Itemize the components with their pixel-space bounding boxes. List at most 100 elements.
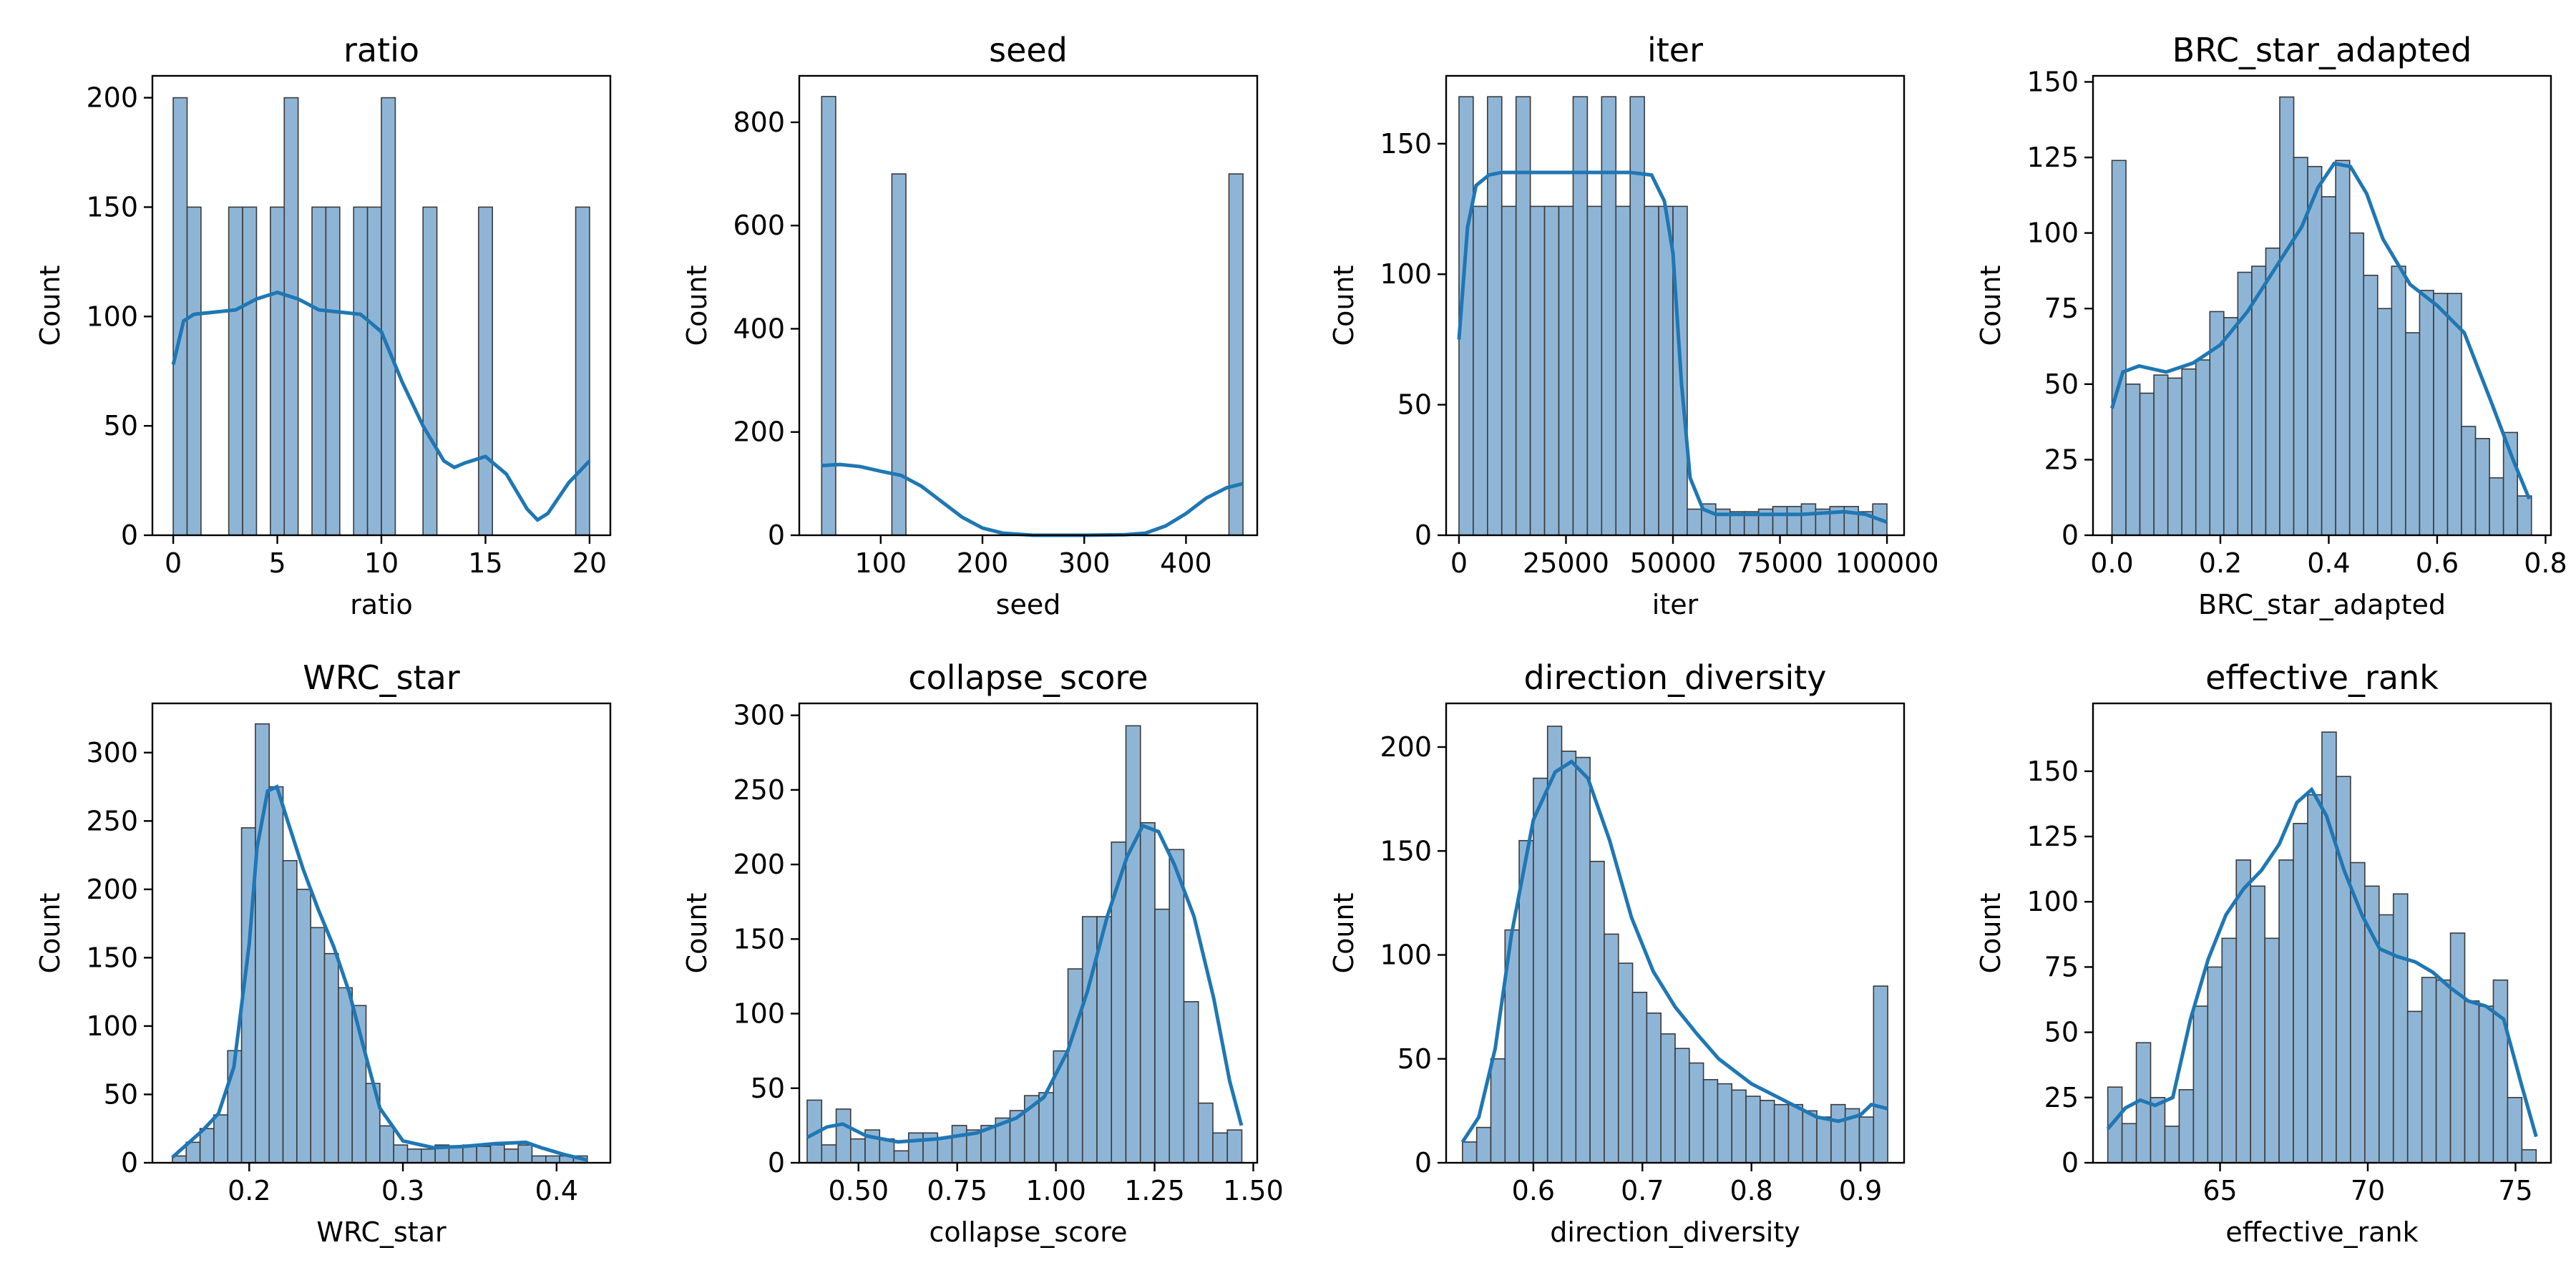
histogram-bar	[323, 952, 339, 1163]
histogram-bar	[2321, 731, 2337, 1163]
histogram-bar	[821, 1144, 837, 1163]
histogram-bar	[849, 1138, 866, 1163]
histogram-bar	[2235, 859, 2252, 1163]
histogram-bar	[2376, 308, 2393, 536]
y-tick-label: 100	[2026, 218, 2079, 249]
x-tick-label: 0.3	[381, 1175, 424, 1206]
x-tick-label: 0.0	[2090, 547, 2133, 579]
histogram-bar	[2307, 165, 2323, 536]
y-tick-label: 75	[2044, 293, 2079, 324]
histogram-bar	[1858, 1116, 1875, 1163]
subplot-title: iter	[1647, 31, 1703, 69]
histogram-bar	[545, 1155, 560, 1163]
y-tick-label: 100	[2026, 886, 2079, 917]
y-tick-label: 100	[1380, 258, 1432, 290]
histogram-bar	[1169, 849, 1185, 1163]
plot-frame	[798, 74, 1259, 537]
y-tick-label: 300	[733, 700, 785, 731]
subplot-effective_rank: 65 70 750255075100125150effective_rankeffe…	[1975, 658, 2552, 1248]
histogram-bar	[1617, 962, 1634, 1163]
y-tick-label: 0	[121, 519, 138, 551]
histogram-bar	[311, 206, 327, 536]
x-tick-label: 25000	[1523, 547, 1609, 579]
histogram-bar	[1604, 933, 1619, 1163]
histogram-bar	[476, 1146, 492, 1163]
histogram-bar	[268, 786, 284, 1163]
plot-frame	[2092, 74, 2552, 537]
y-tick-label: 200	[86, 82, 138, 114]
subplot-title: effective_rank	[2205, 658, 2439, 697]
y-tick-label: 300	[86, 737, 138, 769]
y-tick-label: 400	[733, 313, 785, 344]
x-axis-label: effective_rank	[2225, 1216, 2418, 1248]
plot-frame	[151, 702, 612, 1164]
histogram-bar	[325, 206, 341, 536]
histogram-bar	[1558, 205, 1574, 536]
subplot-iter: 0 25000 50000 75000 100000 0 50 100 150 iter iter C…	[1328, 31, 1939, 620]
histogram-bar	[2192, 1005, 2209, 1163]
x-axis-label: ratio	[350, 589, 413, 620]
histogram-bar	[835, 1108, 852, 1163]
x-tick-label: 400	[1160, 547, 1212, 579]
histogram-bar	[937, 1136, 953, 1163]
histogram-bar	[2348, 232, 2365, 536]
histogram-bar	[2435, 979, 2451, 1163]
histogram-bar	[2178, 1089, 2195, 1163]
y-tick-label: 150	[86, 942, 138, 973]
x-tick-label: 0.2	[2199, 547, 2242, 579]
histogram-bar	[2223, 317, 2239, 536]
histogram-bar	[1644, 205, 1659, 536]
y-tick-label: 0	[1415, 519, 1432, 551]
x-axis-label: WRC_star	[316, 1216, 447, 1248]
histogram-bar	[283, 97, 299, 536]
histogram-bar	[1490, 1058, 1506, 1163]
kde-line	[806, 823, 1244, 1144]
histogram-bar	[2250, 885, 2265, 1163]
histogram-bar	[1660, 1033, 1676, 1163]
y-tick-label: 0	[768, 1147, 785, 1179]
plot-frame	[2092, 702, 2552, 1164]
histogram-bar	[1689, 1062, 1704, 1163]
histogram-bar	[1228, 173, 1244, 536]
y-axis-label: Count	[34, 265, 66, 346]
histogram-bar	[1139, 821, 1156, 1163]
x-tick-label: 75	[2498, 1175, 2532, 1206]
kde-line	[2106, 786, 2538, 1138]
histogram-bar	[517, 1144, 533, 1163]
kde-line	[171, 291, 591, 522]
y-tick-label: 125	[2026, 821, 2079, 852]
y-tick-label: 0	[2062, 519, 2079, 551]
histogram-bar	[2406, 1010, 2423, 1163]
histogram-bar	[1873, 985, 1888, 1163]
y-tick-label: 150	[86, 191, 138, 223]
subplot-title: BRC_star_adapted	[2172, 31, 2472, 69]
histogram-bar	[1717, 1083, 1733, 1163]
histogram-bar	[1501, 205, 1517, 536]
histogram-bar	[228, 206, 243, 536]
histogram-bar	[1572, 96, 1589, 536]
histogram-bar	[2125, 384, 2141, 536]
x-axis-label: direction_diversity	[1550, 1216, 1800, 1248]
histogram-bar	[2321, 196, 2336, 536]
y-tick-label: 150	[1380, 128, 1432, 160]
y-axis-label: Count	[681, 893, 713, 974]
histogram-bar	[2164, 1126, 2180, 1163]
histogram-bar	[2405, 332, 2421, 536]
y-tick-label: 50	[2044, 369, 2079, 400]
histogram-bar	[199, 1128, 215, 1163]
x-tick-label: 5	[268, 547, 286, 579]
histogram-bar	[1561, 751, 1577, 1163]
histogram-bar	[1487, 96, 1503, 536]
histogram-bar	[1475, 1126, 1492, 1163]
histogram-bar	[1154, 908, 1171, 1163]
histogram-bar	[393, 1144, 409, 1163]
histogram-bar	[1802, 1110, 1818, 1163]
histogram-bar	[2517, 495, 2532, 536]
subplot-direction_diversity: 0.6 0.7 0.8 0.9 0 50 100 150 200 direction_divers…	[1328, 658, 1906, 1248]
y-tick-label: 50	[2044, 1017, 2079, 1048]
histogram-bar	[2264, 937, 2280, 1163]
histogram-bar	[1515, 96, 1531, 536]
histogram-bar	[2293, 823, 2308, 1163]
histogram-bar	[1067, 968, 1083, 1163]
x-tick-label: 1.50	[1223, 1175, 1284, 1206]
